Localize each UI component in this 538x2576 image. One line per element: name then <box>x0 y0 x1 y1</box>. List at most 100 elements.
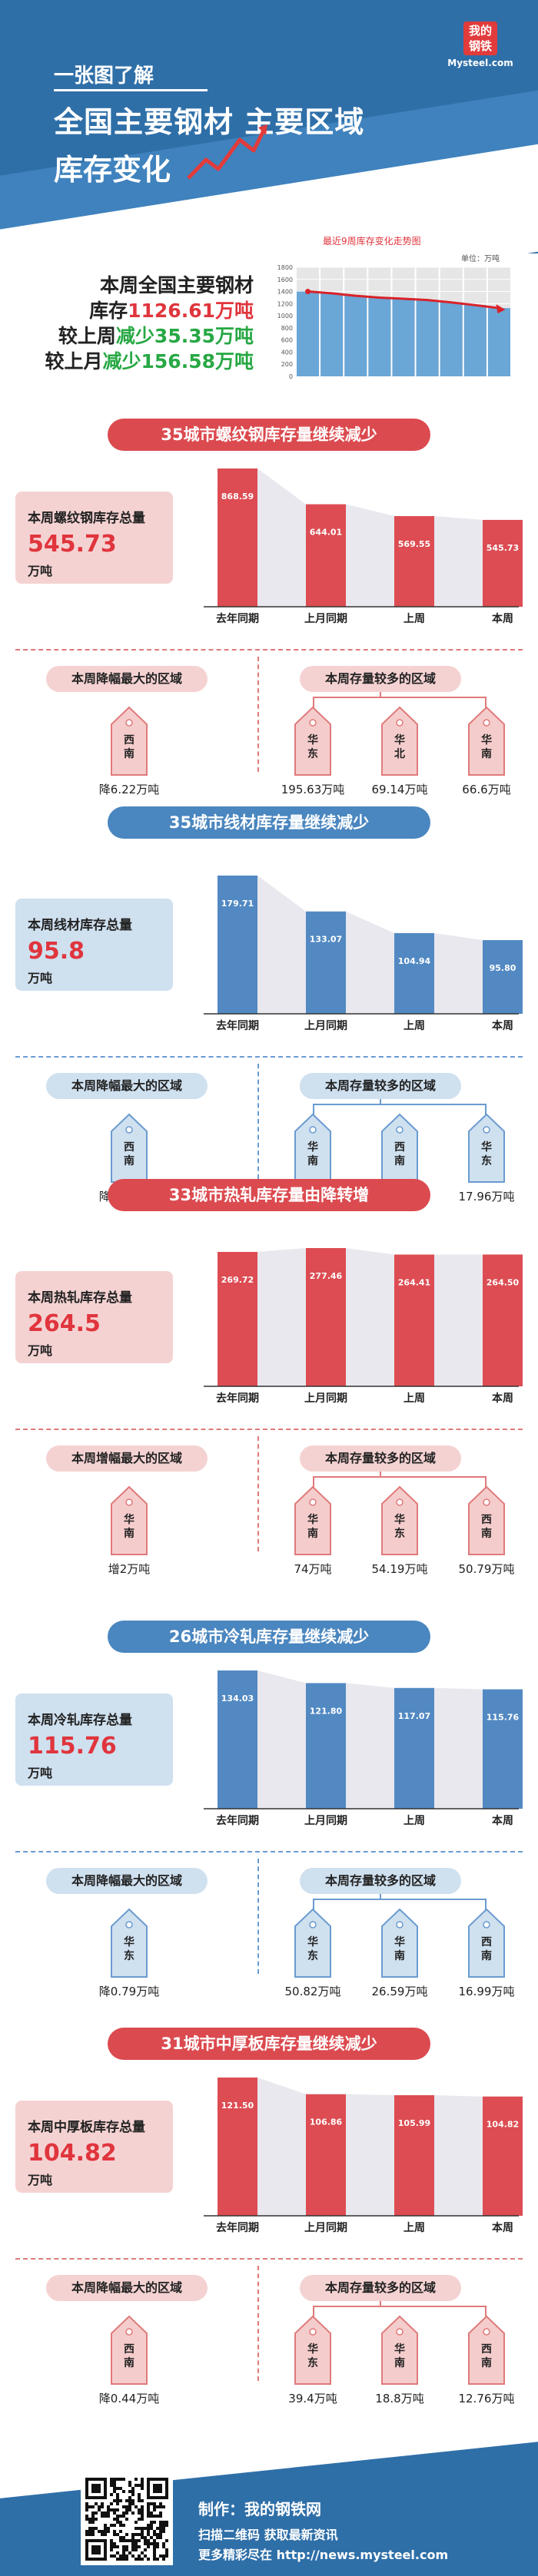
qr-module <box>162 2527 165 2530</box>
qr-module <box>116 2551 119 2554</box>
qr-module <box>131 2487 134 2490</box>
section-title: 31城市中厚板库存量继续减少 <box>108 2028 430 2060</box>
qr-module <box>128 2539 131 2542</box>
qr-module <box>162 2530 165 2533</box>
qr-code-icon <box>85 2478 168 2561</box>
qr-module <box>134 2545 138 2548</box>
region-tag-more: 华 南 <box>380 1908 419 1978</box>
more-title: 本周存量较多的区域 <box>300 666 461 692</box>
region-value: 39.4万吨 <box>288 2392 337 2405</box>
qr-module <box>128 2508 131 2511</box>
trend-y-tick: 800 <box>281 325 293 332</box>
qr-module <box>144 2539 147 2542</box>
qr-module <box>107 2508 110 2511</box>
trend-y-tick: 200 <box>281 361 293 368</box>
qr-module <box>147 2505 150 2508</box>
qr-module <box>153 2505 156 2508</box>
qr-module <box>122 2551 125 2554</box>
summary-text: 本周全国主要钢材 库存1126.61万吨 较上周减少35.35万吨 较上月减少1… <box>23 273 254 374</box>
bar-connector-shade <box>346 911 394 1014</box>
qr-module <box>153 2545 156 2548</box>
change-value: 增2万吨 <box>108 1562 151 1576</box>
qr-module <box>138 2554 141 2558</box>
qr-module <box>98 2530 101 2533</box>
bar-data-label: 115.76 <box>487 1713 520 1723</box>
qr-module <box>138 2499 141 2502</box>
qr-module <box>113 2508 116 2511</box>
qr-code[interactable] <box>81 2473 173 2565</box>
region-tag-more: 华 东 <box>294 1908 332 1978</box>
qr-module <box>138 2533 141 2536</box>
bar-category-label: 上周 <box>404 613 425 625</box>
qr-module <box>85 2505 88 2508</box>
region-tag-change: 西 南 <box>110 2315 148 2386</box>
bar-connector-shade <box>434 1254 483 1386</box>
region-tag-icon <box>468 2315 505 2385</box>
bar-category-label: 去年同期 <box>216 1814 259 1827</box>
region-tag-hole <box>396 719 404 727</box>
region-name: 华 南 <box>307 1514 318 1540</box>
bar-1 <box>218 1670 257 1809</box>
qr-module <box>138 2527 141 2530</box>
qr-module <box>91 2511 95 2515</box>
qr-module <box>85 2533 88 2536</box>
region-name: 西 南 <box>124 734 134 760</box>
qr-module <box>138 2493 141 2496</box>
more-title: 本周存量较多的区域 <box>300 2275 461 2301</box>
region-tag-hole <box>483 1126 490 1134</box>
qr-module <box>153 2539 156 2542</box>
total-label: 本周中厚板库存总量 <box>28 2120 145 2135</box>
trend-y-tick: 1200 <box>277 300 293 307</box>
qr-module <box>150 2521 153 2524</box>
footer-producer: 制作：我的钢铁网 <box>198 2500 321 2518</box>
qr-module <box>159 2521 162 2524</box>
region-tag-icon <box>294 1485 331 1555</box>
qr-module <box>125 2518 128 2521</box>
qr-module <box>116 2487 119 2490</box>
region-tag-hole <box>125 1498 133 1506</box>
section-vdivider <box>257 1436 259 1551</box>
trend-area-bar <box>416 300 439 376</box>
region-tag-change: 华 东 <box>110 1908 148 1978</box>
trend-y-tick: 400 <box>281 349 293 356</box>
header-banner: 一张图了解 全国主要钢材 主要区域 库存变化 我的钢铁 Mysteel.com <box>0 0 538 253</box>
region-tag-shape <box>294 1485 331 1555</box>
region-tag-icon <box>381 2315 418 2385</box>
qr-module <box>119 2539 122 2542</box>
qr-module <box>138 2496 141 2499</box>
region-tag-hole <box>309 1126 317 1134</box>
qr-module <box>122 2490 125 2493</box>
qr-module <box>147 2545 150 2548</box>
region-value: 17.96万吨 <box>458 1190 515 1204</box>
region-name: 华 南 <box>307 1141 318 1167</box>
section-divider <box>15 2258 523 2260</box>
qr-module <box>162 2542 165 2545</box>
qr-module <box>125 2545 128 2548</box>
region-name: 华 南 <box>481 734 492 760</box>
qr-module <box>125 2558 128 2561</box>
qr-module <box>116 2508 119 2511</box>
summary-line4: 较上月减少156.58万吨 <box>45 350 254 372</box>
qr-module <box>125 2511 128 2515</box>
total-label: 本周线材库存总量 <box>28 918 132 933</box>
bar-data-label: 95.80 <box>490 963 516 973</box>
bar-category-label: 上月同期 <box>304 1392 347 1405</box>
bar-chart: 269.72 去年同期 277.46 上月同期 264.41 上周 264.50 本周 <box>204 1248 523 1405</box>
qr-module <box>128 2502 131 2505</box>
page-title-line1: 全国主要钢材 主要区域 <box>54 105 365 139</box>
bar-2 <box>306 1248 346 1386</box>
change-title: 本周降幅最大的区域 <box>46 2275 208 2301</box>
footer-link[interactable]: 更多精彩尽在 http://news.mysteel.com <box>198 2548 449 2562</box>
qr-module <box>113 2545 116 2548</box>
section-divider <box>15 1429 523 1430</box>
qr-module <box>159 2502 162 2505</box>
summary-line3: 较上周减少35.35万吨 <box>58 325 254 347</box>
qr-module <box>88 2527 91 2530</box>
qr-module <box>156 2527 159 2530</box>
bar-data-label: 269.72 <box>221 1275 254 1285</box>
trend-y-tick: 1000 <box>277 313 293 320</box>
section-title: 26城市冷轧库存量继续减少 <box>108 1621 430 1653</box>
total-value: 95.8 <box>28 938 85 965</box>
summary-total: 1126.61万吨 <box>128 300 254 322</box>
logo[interactable]: 我的钢铁 Mysteel.com <box>446 22 515 68</box>
